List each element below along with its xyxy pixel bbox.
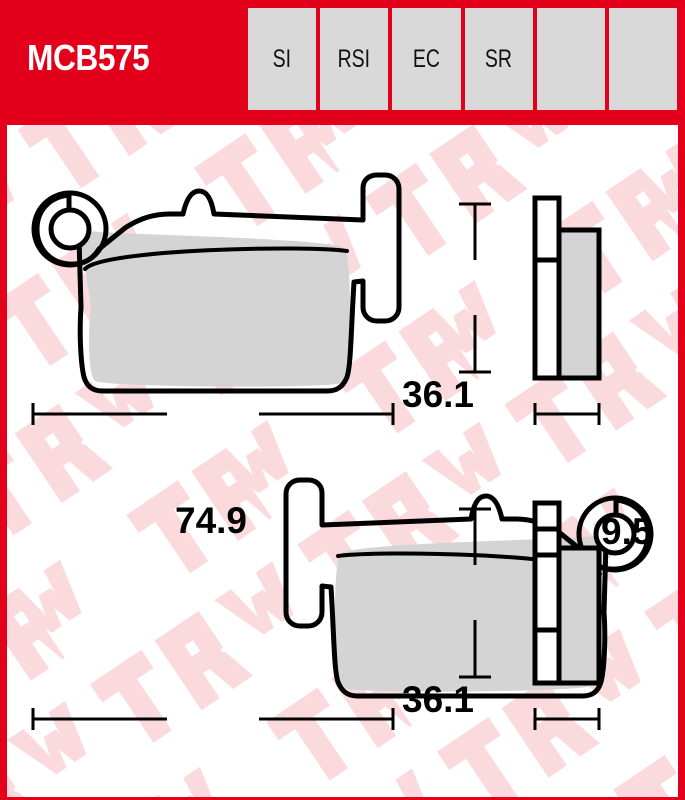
dim-width-top (31, 403, 395, 425)
side-friction-block (556, 227, 602, 381)
friction-edge-line (83, 246, 349, 271)
side-backing-plate (532, 500, 562, 686)
mounting-ear-outline (31, 190, 109, 268)
page-title: MCB575 (27, 37, 150, 78)
dim-thickness-top (533, 403, 601, 425)
pad-top-side-view (532, 195, 602, 381)
dim-width-bottom (31, 708, 395, 730)
dim-height-bottom (459, 507, 491, 679)
compound-cell-si[interactable]: SI (248, 8, 317, 110)
friction-material-fill (78, 229, 350, 387)
side-backing-plate (532, 195, 562, 381)
drawing-frame: 74.9 36.1 9.5 74.9 36.1 9.5 (0, 118, 685, 800)
side-friction-block (556, 545, 602, 686)
dim-thickness-bottom (533, 708, 601, 730)
technical-drawing (31, 172, 654, 730)
compound-cell-sr[interactable]: SR (464, 8, 533, 110)
compound-code-grid: SI RSI EC SR (248, 8, 678, 110)
dimension-label-height-top: 36.1 (402, 374, 475, 415)
mounting-hole (593, 512, 637, 556)
mounting-ear-outline (576, 495, 654, 573)
dimension-label-thickness-top: 9.5 (601, 511, 653, 552)
compound-code-label: EC (412, 45, 440, 73)
compound-cell-empty-2[interactable] (608, 8, 678, 110)
mounting-hole (48, 207, 92, 251)
dimension-label-height-bottom: 36.1 (402, 679, 475, 720)
compound-code-label: RSI (337, 45, 371, 73)
dim-height-top (459, 202, 491, 374)
pad-bottom-side-view (532, 500, 602, 686)
pad-top-front-view (31, 172, 402, 394)
compound-code-label: SR (485, 45, 513, 73)
compound-cell-rsi[interactable]: RSI (320, 8, 389, 110)
drawing-canvas: 74.9 36.1 9.5 74.9 36.1 9.5 (7, 125, 678, 797)
header-bar: MCB575 SI RSI EC SR (0, 0, 685, 118)
compound-cell-empty-1[interactable] (536, 8, 605, 110)
compound-cell-ec[interactable]: EC (392, 8, 461, 110)
compound-code-label: SI (272, 45, 292, 73)
dimension-label-width-top: 74.9 (175, 500, 248, 541)
